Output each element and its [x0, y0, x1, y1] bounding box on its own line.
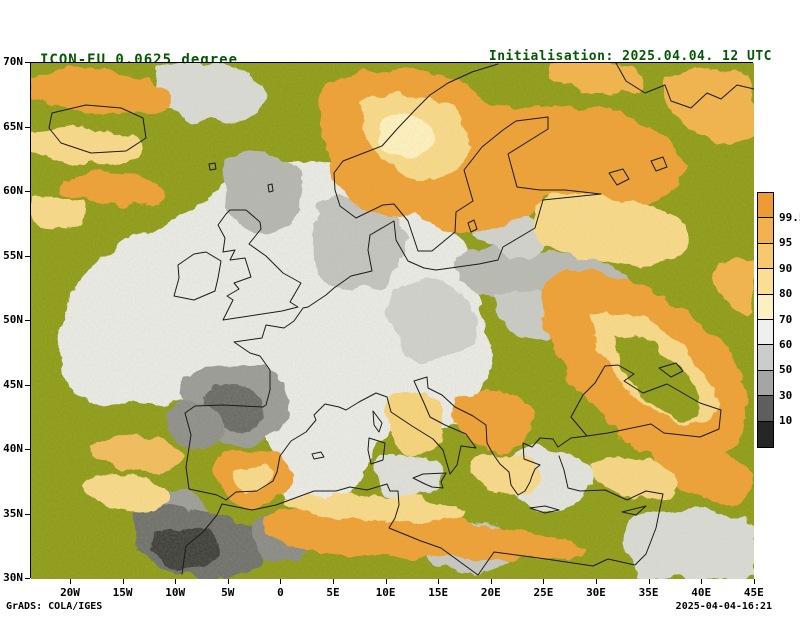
colorbar-tick-label: 50: [779, 363, 793, 377]
colorbar: [757, 192, 774, 448]
lon-tick-label: 25E: [533, 586, 554, 599]
lat-tick-label: 70N: [3, 55, 23, 68]
lat-tickmark: [25, 513, 30, 515]
lon-tickmark: [438, 579, 440, 584]
lon-tick-label: 40E: [691, 586, 712, 599]
colorbar-tick-label: 80: [779, 287, 793, 301]
colorbar-tick-label: 60: [779, 337, 793, 351]
lon-tickmark: [543, 579, 545, 584]
colorbar-tick-label: 99.5: [779, 210, 800, 224]
lon-tick-label: 5W: [221, 586, 235, 599]
lon-tick-label: 20E: [480, 586, 501, 599]
lat-tick-label: 65N: [3, 119, 23, 133]
lon-tickmark: [280, 579, 282, 584]
lon-tickmark: [70, 579, 71, 584]
colorbar-segment: [758, 319, 773, 346]
lon-tick-label: 30E: [586, 586, 606, 599]
lon-tickmark: [227, 579, 229, 584]
lat-tickmark: [25, 126, 30, 128]
colorbar-segment: [758, 396, 773, 422]
coastlines-layer: [48, 63, 754, 576]
lon-tickmark: [122, 579, 124, 584]
colorbar-tick-label: 95: [779, 236, 793, 250]
lon-tick-label: 20W: [60, 586, 80, 599]
lon-tick-label: 5E: [326, 586, 340, 599]
colorbar-segment: [758, 370, 773, 397]
creation-timestamp: 2025-04-04-16:21: [675, 601, 772, 612]
noise-texture: [31, 63, 754, 579]
lat-tick-label: 60N: [3, 184, 23, 197]
grads-credit: GrADS: COLA/IGES: [6, 601, 103, 612]
lat-tick-label: 35N: [3, 506, 23, 520]
lon-tick-label: 0: [277, 586, 284, 599]
lon-tick-label: 15E: [428, 586, 449, 599]
lat-tickmark: [25, 62, 30, 63]
colorbar-tick-label: 70: [779, 312, 793, 326]
colorbar-tick-label: 30: [779, 388, 793, 402]
colorbar-segment: [758, 243, 773, 270]
lon-tick-label: 10W: [165, 586, 186, 599]
lat-tick-label: 45N: [3, 377, 23, 391]
initialisation-text: Initialisation: 2025.04.04. 12 UTC: [488, 49, 772, 65]
colorbar-tick-label: 10: [779, 414, 793, 428]
lon-tickmark: [648, 579, 650, 584]
lon-tickmark: [701, 579, 703, 584]
lat-tick-label: 40N: [3, 442, 23, 455]
lat-tickmark: [25, 255, 30, 257]
lon-tickmark: [753, 579, 755, 584]
colorbar-segment: [758, 294, 773, 320]
lat-tick-label: 50N: [3, 313, 23, 326]
lat-tickmark: [25, 449, 30, 450]
lon-tick-label: 15W: [112, 586, 133, 599]
lon-tickmark: [490, 579, 492, 584]
colorbar-segment: [758, 421, 773, 447]
lat-tickmark: [25, 320, 30, 321]
colorbar-segment: [758, 269, 773, 295]
map-frame: [30, 62, 754, 579]
lon-tickmark: [333, 579, 334, 584]
lon-tick-label: 10E: [375, 586, 396, 599]
lon-tick-label: 35E: [638, 586, 659, 599]
lat-tick-label: 30N: [3, 571, 23, 584]
lat-tickmark: [25, 191, 30, 192]
lat-tick-label: 55N: [3, 248, 23, 262]
lon-tickmark: [385, 579, 387, 584]
colorbar-tick-label: 90: [779, 261, 793, 275]
lon-tickmark: [175, 579, 177, 584]
colorbar-segment: [758, 193, 773, 219]
colorbar-segment: [758, 218, 773, 244]
lat-tickmark: [25, 578, 30, 579]
map-canvas: [31, 63, 754, 579]
colorbar-segment: [758, 345, 773, 371]
lon-tickmark: [596, 579, 597, 584]
lat-tickmark: [25, 384, 30, 386]
lon-tick-label: 45E: [743, 586, 764, 599]
